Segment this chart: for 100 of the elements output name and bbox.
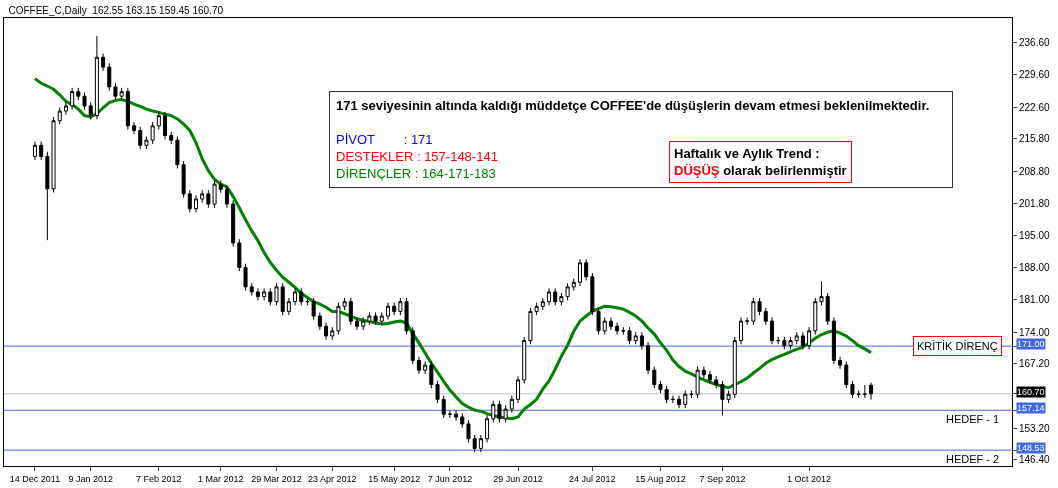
x-tick-label: 1 Mar 2012 [197,473,244,484]
annotation: 171 seviyesinin altında kaldığı müddetçe COFFEE'de düşüşlerin devam etmesi beklenilmektedir. [336,98,930,113]
candlestick [844,360,849,389]
x-tick-label: 1 Oct 2012 [787,473,832,484]
candlestick [608,316,613,331]
x-tick-label: 15 May 2012 [368,473,421,484]
candlestick [101,53,106,72]
y-tick-label: 229.60 [1019,69,1051,81]
candlestick [646,341,651,375]
candlestick [392,302,397,316]
candlestick [224,185,229,209]
candlestick [88,101,93,120]
candlestick [119,87,124,101]
x-tick-label: 15 Aug 2012 [635,473,686,484]
candlestick [831,316,836,365]
candlestick [664,385,669,404]
y-tick-label: 153.20 [1019,423,1051,435]
candlestick [714,375,719,389]
candlestick [324,322,329,341]
candlestick [825,292,830,326]
ref-line-label: HEDEF - 1 [946,413,1000,425]
candlestick [478,434,483,453]
y-tick-label: 181.00 [1019,294,1051,306]
y-tick-label: 201.80 [1019,198,1051,210]
candlestick [348,297,353,326]
candlestick [354,316,360,331]
annotation: olarak belirlenmiştir [723,162,847,178]
candlestick [107,62,112,92]
candlestick [813,297,818,336]
candlestick [218,179,223,194]
candlestick [516,375,521,404]
y-tick-label: 171.00 [1017,339,1045,349]
candlestick [454,409,459,422]
candlestick [658,380,663,394]
candlestick [286,297,291,316]
candlestick [94,35,99,120]
candlestick [602,316,607,336]
x-tick-label: 24 Jul 2012 [569,473,616,484]
candlestick [138,126,143,150]
candlestick [683,390,688,409]
candlestick [807,326,812,350]
x-tick-label: 7 Sep 2012 [699,473,746,484]
candlestick [280,282,285,316]
candlestick [163,111,168,140]
y-tick-label: 208.80 [1019,165,1051,177]
candlestick [255,287,260,301]
candlestick [546,287,552,306]
candlestick [231,199,236,248]
candlestick [379,311,384,326]
candlestick [70,87,75,111]
candlestick [262,287,267,301]
candlestick [584,258,589,281]
candlestick [763,307,768,326]
candlestick [169,131,174,145]
y-tick-label: 222.60 [1019,101,1051,113]
candlestick [522,336,527,385]
candlestick [571,278,576,292]
candlestick [862,384,867,399]
annotation: DİRENÇLER : 164-171-183 [336,165,496,181]
candlestick [639,331,644,350]
candlestick [416,356,421,375]
candlestick [738,316,743,345]
candlestick [423,360,428,375]
candlestick [385,302,390,321]
annotation: PİVOT : 171 [336,131,433,147]
ref-line-label: HEDEF - 2 [946,453,1000,465]
candlestick [577,258,582,287]
x-tick-label: 29 Mar 2012 [251,473,302,484]
candlestick [57,106,62,125]
chart-title: COFFEE_C,Daily 162.55 163.15 159.45 160.70 [8,5,224,17]
annotation: Haftalık ve Aylık Trend : [674,146,820,161]
candlestick [695,366,700,399]
candlestick [553,287,558,306]
candlestick [800,331,805,350]
annotation: DESTEKLER : 157-148-141 [336,148,498,164]
candlestick [193,194,199,213]
y-tick-label: 236.60 [1019,37,1051,49]
x-tick-label: 7 Feb 2012 [136,473,182,484]
candlestick [82,92,87,111]
y-tick-label: 148.53 [1017,443,1045,453]
candlestick [76,87,81,101]
candlestick [410,326,415,365]
y-tick-label: 160.70 [1017,387,1045,397]
candlestick [509,395,514,414]
candlestick [268,287,273,306]
candlestick [485,414,490,443]
y-tick-label: 215.80 [1019,133,1051,145]
candlestick [838,356,843,370]
x-tick-label: 14 Dec 2011 [9,473,61,484]
candlestick [850,380,855,399]
ref-line-label: KRİTİK DİRENÇ [917,340,998,352]
y-tick-label: 157.14 [1017,403,1045,413]
x-tick-label: 29 Jun 2012 [493,473,543,484]
candlestick [132,121,137,135]
candlestick [460,412,465,429]
candlestick [293,287,298,306]
candlestick [317,311,322,331]
y-tick-label: 174.00 [1019,326,1051,338]
candlestick [794,331,799,345]
candlestick [274,282,279,306]
